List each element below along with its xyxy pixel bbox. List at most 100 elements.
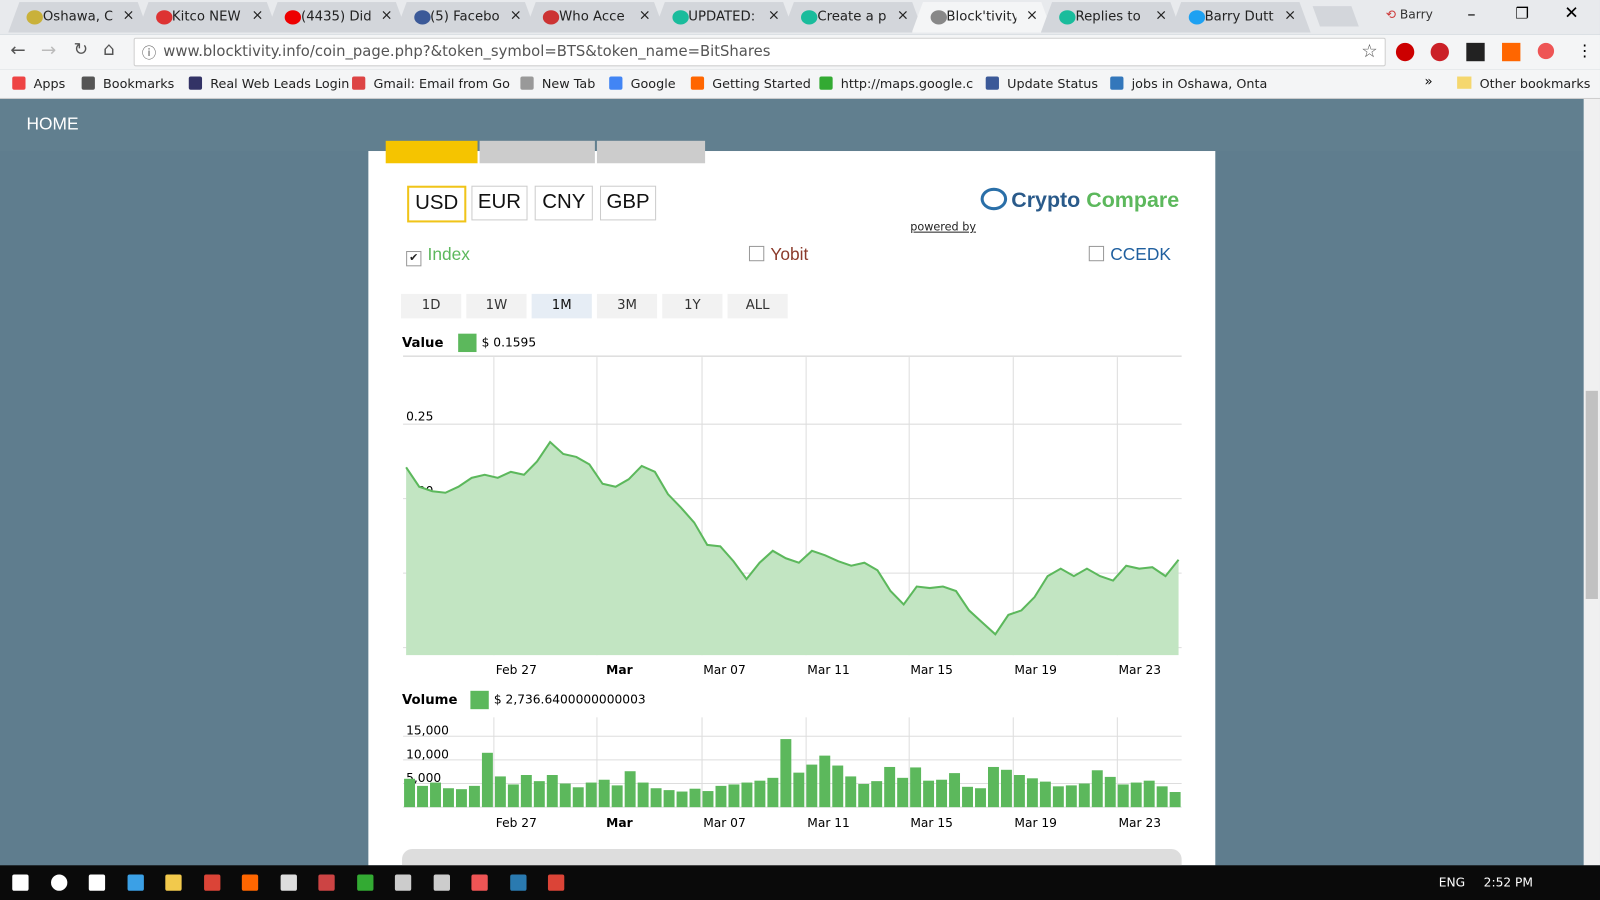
tab[interactable]: Who Acce × — [524, 2, 666, 33]
currency-button[interactable]: GBP — [599, 185, 657, 221]
checkbox[interactable] — [748, 245, 765, 262]
bookmark[interactable]: Update Status — [985, 76, 1098, 91]
reload[interactable]: ↻ — [73, 39, 89, 61]
tab[interactable]: Block'tivity × — [911, 2, 1053, 33]
taskbar-icon[interactable] — [433, 874, 450, 891]
tab[interactable]: (5) Facebo × — [395, 2, 537, 33]
bookmark[interactable]: Bookmarks — [81, 75, 175, 91]
tab[interactable]: (4435) Did × — [266, 2, 408, 33]
tab[interactable]: Oshawa, C × — [8, 2, 149, 33]
tab-close[interactable]: × — [1155, 7, 1168, 24]
tab-close[interactable]: × — [122, 7, 135, 24]
forward[interactable]: → — [40, 39, 57, 62]
taskbar-icon[interactable] — [394, 874, 412, 891]
bookmark[interactable]: Getting Started — [690, 76, 811, 91]
extension[interactable] — [1466, 42, 1485, 62]
bookmark[interactable]: Real Web Leads Login — [188, 76, 349, 91]
tab-close[interactable]: × — [380, 7, 393, 24]
bookmark[interactable]: http://maps.google.c — [819, 76, 973, 91]
exchange-option[interactable]: CCEDK — [1088, 245, 1171, 265]
close[interactable]: ✕ — [1564, 3, 1579, 24]
taskbar-icon[interactable] — [203, 874, 220, 891]
taskbar-icon[interactable] — [509, 874, 527, 891]
extension[interactable] — [1395, 42, 1415, 62]
brand-part: Crypto — [1011, 188, 1081, 213]
bookmark[interactable]: Gmail: Email from Go — [352, 76, 510, 91]
section-tab[interactable] — [385, 140, 478, 164]
tab-close[interactable]: × — [638, 7, 651, 24]
bookmark-label: Bookmarks — [103, 75, 175, 91]
taskbar-icon[interactable] — [88, 874, 106, 891]
menu[interactable]: ⋮ — [1576, 40, 1593, 61]
profile[interactable]: ⟲ Barry — [1385, 7, 1433, 22]
bookmark-star[interactable]: ☆ — [1361, 40, 1378, 63]
extension[interactable] — [1537, 42, 1555, 60]
tab-close[interactable]: × — [509, 7, 522, 24]
tab-close[interactable]: × — [251, 7, 264, 24]
extension[interactable] — [1430, 42, 1449, 62]
exchange-option[interactable]: Yobit — [748, 244, 809, 265]
exchange-option[interactable]: ✔ Index — [406, 245, 470, 267]
tab-close[interactable]: × — [1284, 7, 1297, 24]
tab-close[interactable]: × — [767, 7, 780, 24]
checkbox[interactable]: ✔ — [406, 251, 422, 267]
currency-button[interactable]: CNY — [534, 185, 593, 221]
taskbar-icon[interactable] — [50, 874, 67, 891]
extension[interactable] — [1502, 42, 1521, 62]
other-bookmarks[interactable]: Other bookmarks — [1457, 76, 1590, 91]
taskbar-icon[interactable] — [547, 874, 565, 891]
tab-strip: ⟲ Barry – ❐ ✕ Oshawa, C × Kitco NEW × (4435)… — [0, 0, 1600, 35]
section-tab[interactable] — [479, 140, 595, 164]
user-name: Barry — [1399, 7, 1433, 22]
favicon — [26, 10, 43, 25]
section-tab[interactable] — [596, 140, 706, 164]
taskbar-icon[interactable] — [280, 874, 297, 891]
bookmark[interactable]: Apps — [12, 76, 65, 91]
navigator[interactable] — [402, 848, 1182, 870]
bookmark[interactable]: jobs in Oshawa, Onta — [1110, 76, 1267, 91]
powered-by[interactable]: powered by — [910, 220, 977, 234]
scrollbar[interactable] — [1583, 98, 1600, 866]
taskbar-icon[interactable] — [127, 874, 144, 891]
bookmark[interactable]: Google — [609, 76, 676, 91]
taskbar-icon[interactable] — [318, 874, 335, 891]
clock[interactable]: 2:52 PM — [1483, 875, 1534, 890]
bookmark[interactable]: New Tab — [520, 76, 595, 91]
range-button[interactable]: 3M — [596, 293, 658, 319]
minimize[interactable]: – — [1467, 4, 1476, 24]
bookmark-icon — [81, 76, 95, 90]
taskbar-icon[interactable] — [12, 874, 29, 891]
range-button[interactable]: 1W — [466, 293, 527, 319]
exchange-label: Yobit — [770, 244, 809, 265]
tab-close[interactable]: × — [896, 7, 909, 24]
tab-close[interactable]: × — [1026, 7, 1038, 24]
restore[interactable]: ❐ — [1515, 4, 1530, 23]
back[interactable]: ← — [10, 39, 26, 62]
range-button[interactable]: 1D — [401, 293, 462, 319]
taskbar-icon[interactable] — [356, 874, 373, 891]
tab[interactable]: Replies to × — [1040, 2, 1182, 33]
tab-title: Barry Dutt — [1204, 9, 1274, 25]
range-button[interactable]: ALL — [727, 293, 788, 319]
tab[interactable]: Barry Dutt × — [1169, 2, 1311, 33]
cryptocompare-logo[interactable]: Crypto Compare — [980, 187, 1179, 214]
home[interactable]: ⌂ — [103, 38, 115, 61]
address-bar[interactable]: ⓘ www.blocktivity.info/coin_page.php?&to… — [133, 37, 1386, 67]
checkbox[interactable] — [1088, 245, 1105, 262]
scroll-thumb[interactable] — [1585, 390, 1598, 599]
language[interactable]: ENG — [1438, 875, 1466, 890]
taskbar-icon[interactable] — [165, 874, 182, 891]
range-button[interactable]: 1Y — [662, 293, 723, 319]
taskbar-icon[interactable] — [471, 874, 488, 891]
tab[interactable]: Kitco NEW × — [137, 2, 279, 33]
new-tab-button[interactable] — [1312, 6, 1359, 27]
tab[interactable]: Create a p × — [782, 2, 924, 33]
range-button[interactable]: 1M — [531, 293, 592, 319]
bookmark-icon — [12, 76, 26, 90]
taskbar-icon[interactable] — [241, 874, 259, 891]
tab[interactable]: UPDATED: × — [653, 2, 795, 33]
bookmarks-overflow[interactable]: » — [1424, 74, 1433, 90]
currency-button[interactable]: USD — [407, 185, 467, 223]
nav-home[interactable]: HOME — [26, 114, 79, 134]
currency-button[interactable]: EUR — [471, 185, 528, 221]
